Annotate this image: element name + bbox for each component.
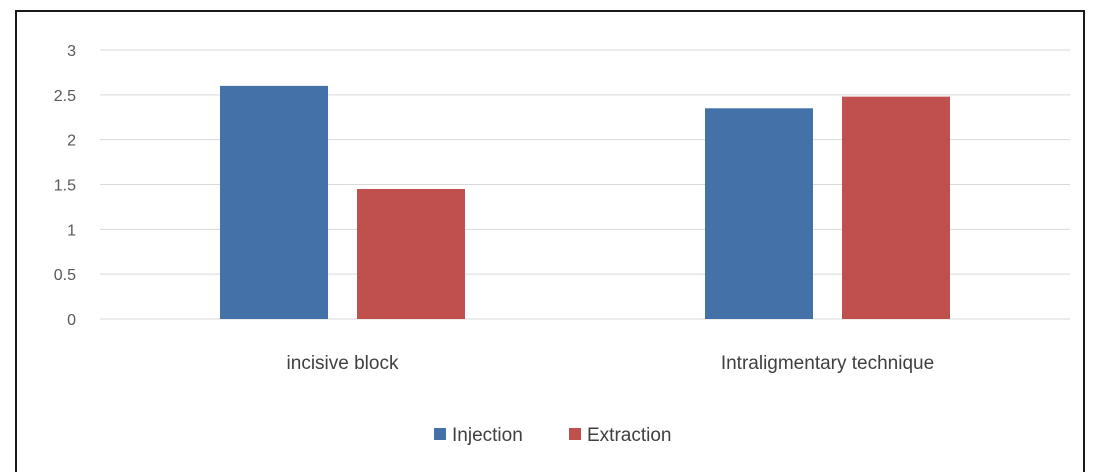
bar-injection-1 — [705, 108, 813, 320]
legend-label-extraction: Extraction — [587, 425, 671, 446]
x-category-label: Intraligmentary technique — [721, 353, 934, 374]
y-tick-label: 3 — [67, 43, 76, 60]
y-tick-label: 0.5 — [54, 267, 76, 284]
bar-extraction-0 — [357, 188, 465, 319]
x-category-label: incisive block — [287, 353, 399, 374]
y-tick-label: 2.5 — [54, 88, 76, 105]
y-tick-label: 0 — [67, 312, 76, 329]
y-tick-label: 1 — [67, 222, 76, 239]
legend-swatch-extraction — [569, 428, 581, 440]
y-axis-ticks: 0 0.5 1 1.5 2 2.5 3 — [54, 43, 76, 329]
legend-label-injection: Injection — [452, 425, 523, 446]
bar-extraction-1 — [842, 96, 950, 319]
legend: Injection Extraction — [434, 425, 671, 446]
y-tick-label: 2 — [67, 133, 76, 150]
legend-swatch-injection — [434, 428, 446, 440]
y-tick-label: 1.5 — [54, 178, 76, 195]
bar-injection-0 — [220, 85, 328, 319]
x-axis-categories: incisive block Intraligmentary technique — [287, 353, 935, 374]
bars — [220, 85, 950, 320]
